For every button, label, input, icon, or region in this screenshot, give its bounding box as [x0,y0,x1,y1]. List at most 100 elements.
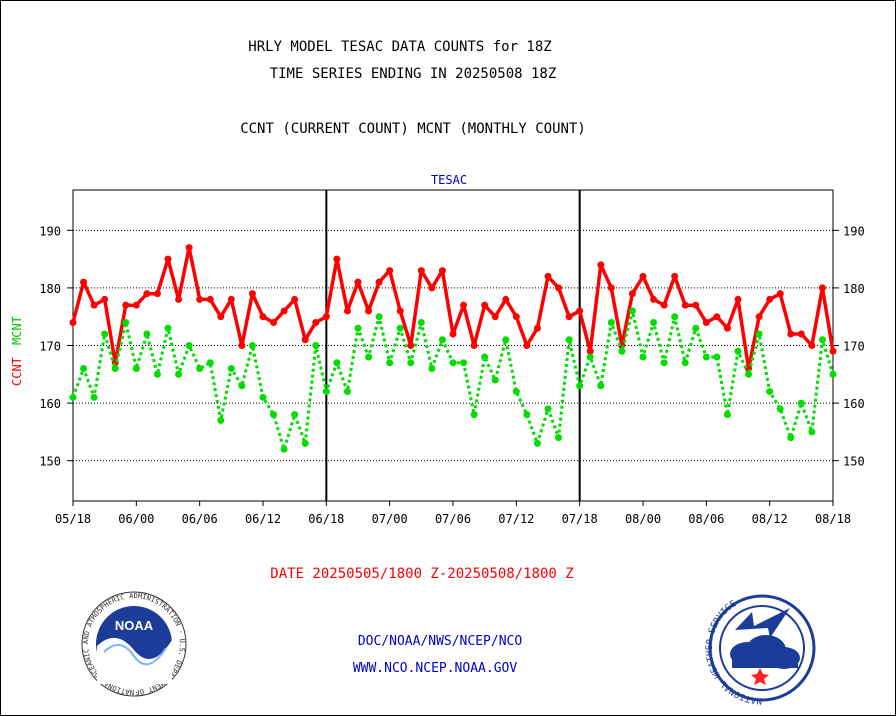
point-ccnt-39 [481,301,489,309]
chart-subtitle: TESAC [431,173,467,187]
point-mcnt-50 [597,382,605,390]
noaa-logo-text: NOAA [115,618,154,633]
point-mcnt-55 [650,318,658,326]
point-mcnt-21 [291,411,299,419]
point-mcnt-5 [122,318,130,326]
point-mcnt-9 [164,324,172,332]
point-mcnt-25 [333,359,341,367]
point-mcnt-20 [280,445,288,453]
y-tick-left-190: 190 [39,224,61,238]
y-tick-right-150: 150 [843,455,865,469]
point-mcnt-16 [238,382,246,390]
point-mcnt-22 [301,439,309,447]
point-ccnt-31 [396,307,404,315]
point-mcnt-56 [660,359,668,367]
point-mcnt-53 [628,307,636,315]
point-ccnt-13 [206,295,214,303]
point-mcnt-7 [143,330,151,338]
point-ccnt-57 [671,272,679,280]
point-ccnt-9 [164,255,172,263]
point-ccnt-19 [270,318,278,326]
point-mcnt-34 [428,365,436,373]
x-tick-label-6: 07/06 [435,512,471,526]
point-mcnt-4 [111,365,119,373]
point-ccnt-61 [713,313,721,321]
point-ccnt-21 [291,295,299,303]
point-mcnt-10 [175,370,183,378]
nws-logo: NATIONAL WEATHER SERVICE [705,594,816,705]
point-ccnt-50 [597,261,605,269]
point-ccnt-71 [818,284,826,292]
point-mcnt-63 [734,347,742,355]
chart-legend-line: CCNT (CURRENT COUNT) MCNT (MONTHLY COUNT… [240,121,586,137]
point-ccnt-2 [90,301,98,309]
point-ccnt-44 [533,324,541,332]
date-range-label: DATE 20250505/1800 Z-20250508/1800 Z [270,566,573,582]
x-tick-label-10: 08/06 [688,512,724,526]
point-ccnt-45 [544,272,552,280]
point-ccnt-42 [512,313,520,321]
x-tick-label-9: 08/00 [625,512,661,526]
point-mcnt-6 [132,365,140,373]
noaa-ring-text: NATIONAL OCEANIC AND ATMOSPHERIC ADMINIS… [0,0,186,696]
point-mcnt-42 [512,388,520,396]
point-ccnt-69 [797,330,805,338]
point-mcnt-18 [259,393,267,401]
point-mcnt-68 [787,434,795,442]
point-ccnt-23 [312,318,320,326]
point-mcnt-27 [354,324,362,332]
x-tick-label-7: 07/12 [498,512,534,526]
point-ccnt-34 [428,284,436,292]
point-mcnt-37 [460,359,468,367]
y-tick-right-180: 180 [843,282,865,296]
chart-title-line1: HRLY MODEL TESAC DATA COUNTS for 18Z [248,39,551,55]
point-ccnt-54 [639,272,647,280]
point-mcnt-8 [153,370,161,378]
point-ccnt-68 [787,330,795,338]
chart-title-line2: TIME SERIES ENDING IN 20250508 18Z [270,66,557,82]
point-mcnt-43 [523,411,531,419]
point-ccnt-14 [217,313,225,321]
y-axis-label-ccnt: CCNT [10,357,24,386]
point-ccnt-53 [628,290,636,298]
y-tick-left-160: 160 [39,397,61,411]
point-mcnt-33 [417,318,425,326]
point-ccnt-65 [755,313,763,321]
point-ccnt-32 [407,342,415,349]
point-ccnt-43 [523,342,531,349]
point-ccnt-55 [650,295,658,303]
point-mcnt-52 [618,347,626,355]
point-ccnt-38 [470,342,478,349]
point-mcnt-67 [776,405,784,413]
y-tick-right-190: 190 [843,224,865,238]
point-ccnt-35 [438,267,446,275]
y-tick-right-170: 170 [843,340,865,354]
point-ccnt-10 [175,295,183,303]
point-mcnt-32 [407,359,415,367]
point-ccnt-1 [80,278,88,286]
point-ccnt-51 [607,284,615,292]
point-ccnt-60 [702,318,710,326]
point-mcnt-58 [681,359,689,367]
point-ccnt-8 [153,290,161,298]
point-ccnt-3 [101,295,109,303]
point-mcnt-28 [365,353,373,361]
point-mcnt-14 [217,416,225,424]
point-mcnt-38 [470,411,478,419]
point-ccnt-16 [238,342,246,349]
point-mcnt-72 [829,370,837,378]
point-ccnt-11 [185,244,193,252]
point-ccnt-5 [122,301,130,309]
point-mcnt-46 [555,434,563,442]
y-axis-label-mcnt: MCNT [10,316,24,345]
point-mcnt-35 [438,336,446,344]
point-mcnt-19 [270,411,278,419]
point-mcnt-71 [818,336,826,344]
point-ccnt-20 [280,307,288,315]
point-mcnt-3 [101,330,109,338]
point-mcnt-39 [481,353,489,361]
point-mcnt-2 [90,393,98,401]
point-mcnt-66 [766,388,774,396]
x-tick-label-12: 08/18 [815,512,851,526]
point-mcnt-30 [386,359,394,367]
